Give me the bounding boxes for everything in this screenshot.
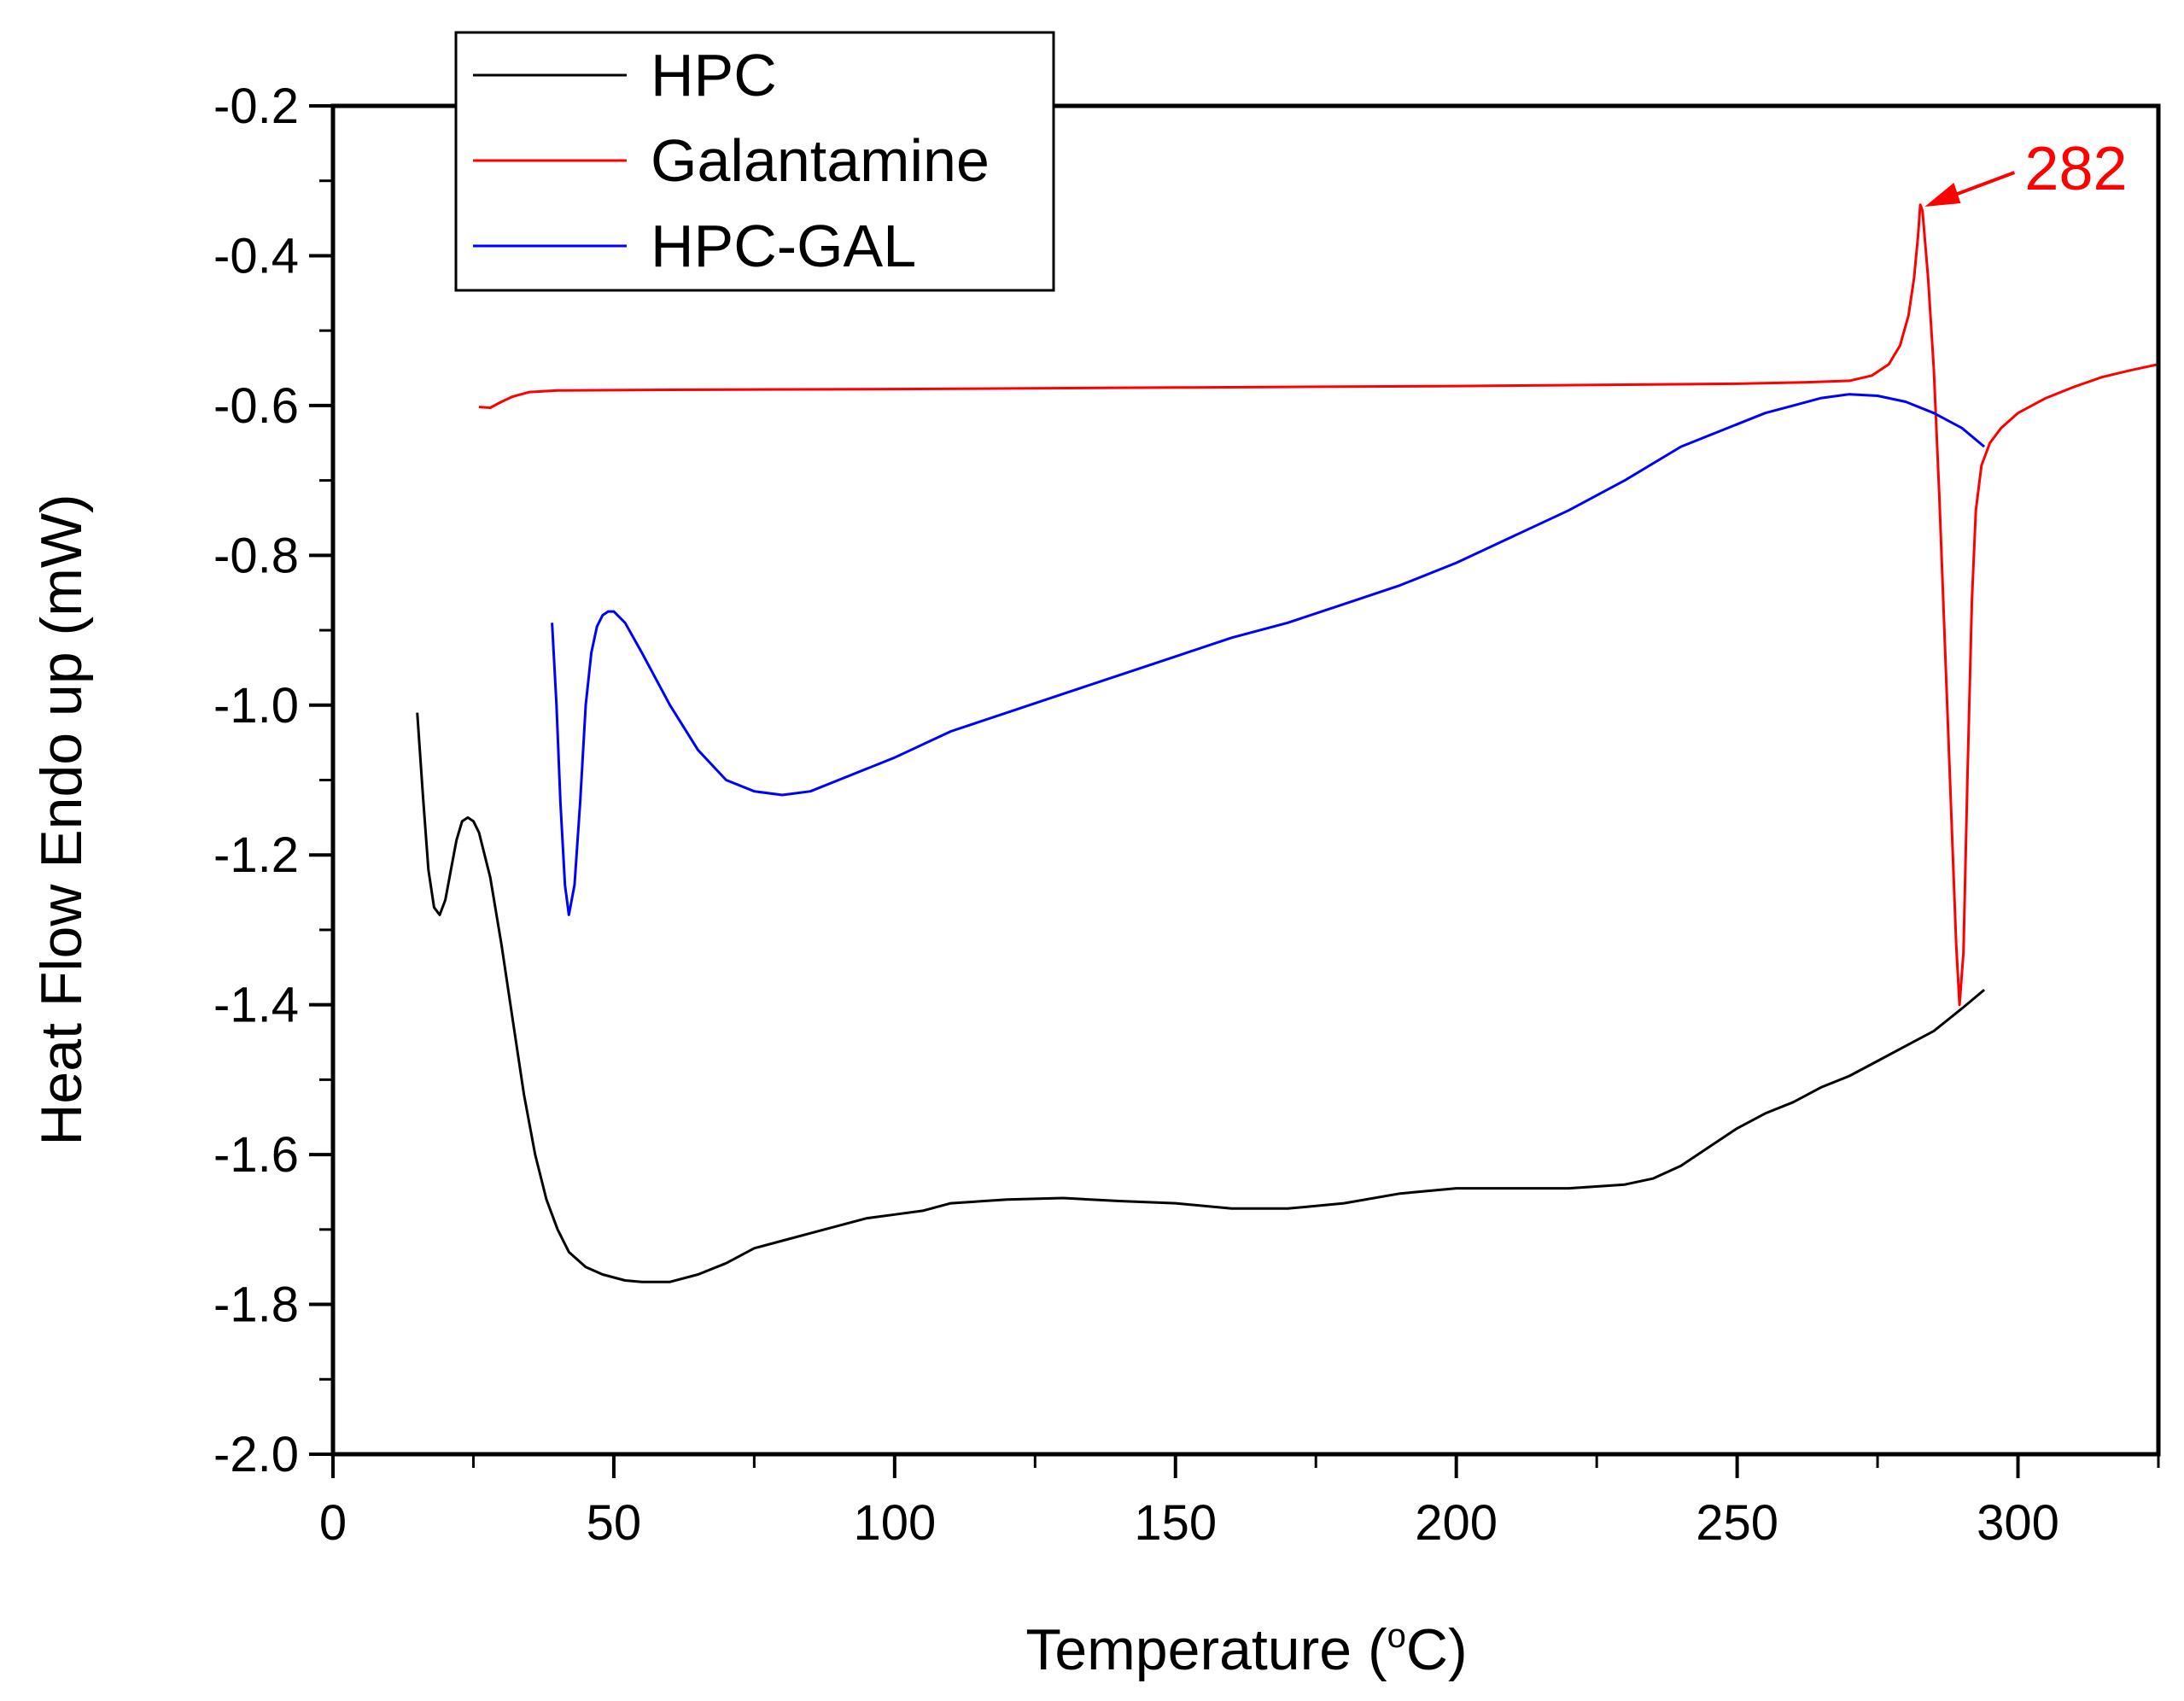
series-line-hpc-gal xyxy=(551,393,1986,916)
legend: HPC Galantamine HPC-GAL xyxy=(454,31,1055,292)
series-layer xyxy=(416,203,2159,1283)
x-tick-label: 100 xyxy=(853,1495,936,1551)
plot-area-frame xyxy=(330,103,2161,1457)
annotation-layer: 282 xyxy=(1924,135,2128,208)
x-tick-label: 150 xyxy=(1134,1495,1217,1551)
annotation-arrow-head xyxy=(1924,183,1961,208)
y-axis-title: Heat Flow Endo up (mW) xyxy=(29,494,94,1145)
y-tick-label: -1.6 xyxy=(213,1127,299,1183)
y-tick-label: -1.4 xyxy=(213,978,299,1033)
y-tick-label: -0.8 xyxy=(213,528,299,583)
x-tick-label: 200 xyxy=(1415,1495,1498,1551)
y-tick-label: -1.2 xyxy=(213,827,299,883)
x-tick-label: 300 xyxy=(1977,1495,2059,1551)
x-tick-label: 0 xyxy=(319,1495,347,1551)
series-line-hpc xyxy=(416,712,1986,1283)
y-tick-label: -0.2 xyxy=(213,79,299,134)
x-axis-title: Temperature (oC) xyxy=(1025,1617,1467,1682)
y-tick-label: -0.6 xyxy=(213,378,299,434)
legend-label-hpc: HPC xyxy=(651,42,777,108)
x-tick-label: 50 xyxy=(587,1495,642,1551)
legend-label-galantamine: Galantamine xyxy=(651,127,990,194)
y-tick-label: -2.0 xyxy=(213,1427,299,1482)
legend-label-hpc-gal: HPC-GAL xyxy=(651,213,916,279)
x-axis: 0 50 100 150 200 250 300 xyxy=(319,1454,2160,1551)
y-axis: -2.0 -1.8 -1.6 -1.4 -1.2 -1.0 -0.8 -0.6 -0.4 -0.2 xyxy=(213,79,333,1482)
series-line-galantamine xyxy=(478,203,2159,1007)
x-tick-label: 250 xyxy=(1696,1495,1778,1551)
y-tick-label: -1.0 xyxy=(213,678,299,734)
y-tick-label: -0.4 xyxy=(213,228,299,284)
annotation-label: 282 xyxy=(2024,135,2127,203)
y-tick-label: -1.8 xyxy=(213,1277,299,1333)
